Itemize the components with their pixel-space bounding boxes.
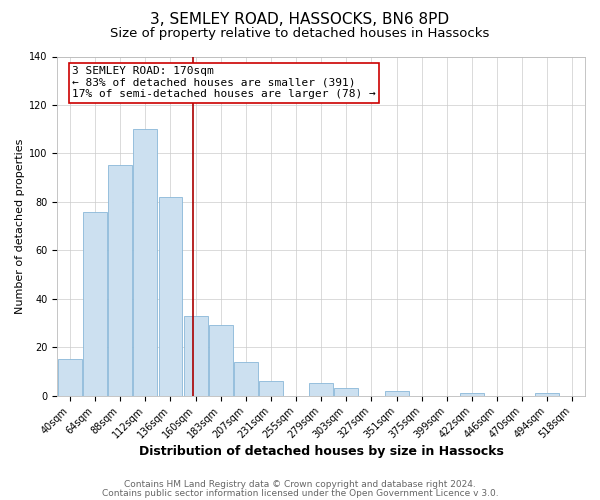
Bar — [108, 166, 132, 396]
Y-axis label: Number of detached properties: Number of detached properties — [15, 138, 25, 314]
Bar — [83, 212, 107, 396]
Bar — [58, 360, 82, 396]
Text: Contains HM Land Registry data © Crown copyright and database right 2024.: Contains HM Land Registry data © Crown c… — [124, 480, 476, 489]
Text: Contains public sector information licensed under the Open Government Licence v : Contains public sector information licen… — [101, 488, 499, 498]
Bar — [184, 316, 208, 396]
Text: Size of property relative to detached houses in Hassocks: Size of property relative to detached ho… — [110, 28, 490, 40]
Bar — [334, 388, 358, 396]
Bar — [309, 384, 333, 396]
Bar — [460, 393, 484, 396]
Bar — [234, 362, 258, 396]
Text: 3 SEMLEY ROAD: 170sqm
← 83% of detached houses are smaller (391)
17% of semi-det: 3 SEMLEY ROAD: 170sqm ← 83% of detached … — [72, 66, 376, 100]
Text: 3, SEMLEY ROAD, HASSOCKS, BN6 8PD: 3, SEMLEY ROAD, HASSOCKS, BN6 8PD — [151, 12, 449, 28]
Bar — [259, 381, 283, 396]
Bar — [209, 326, 233, 396]
Bar — [385, 391, 409, 396]
Bar — [133, 129, 157, 396]
Bar — [535, 393, 559, 396]
X-axis label: Distribution of detached houses by size in Hassocks: Distribution of detached houses by size … — [139, 444, 503, 458]
Bar — [158, 197, 182, 396]
